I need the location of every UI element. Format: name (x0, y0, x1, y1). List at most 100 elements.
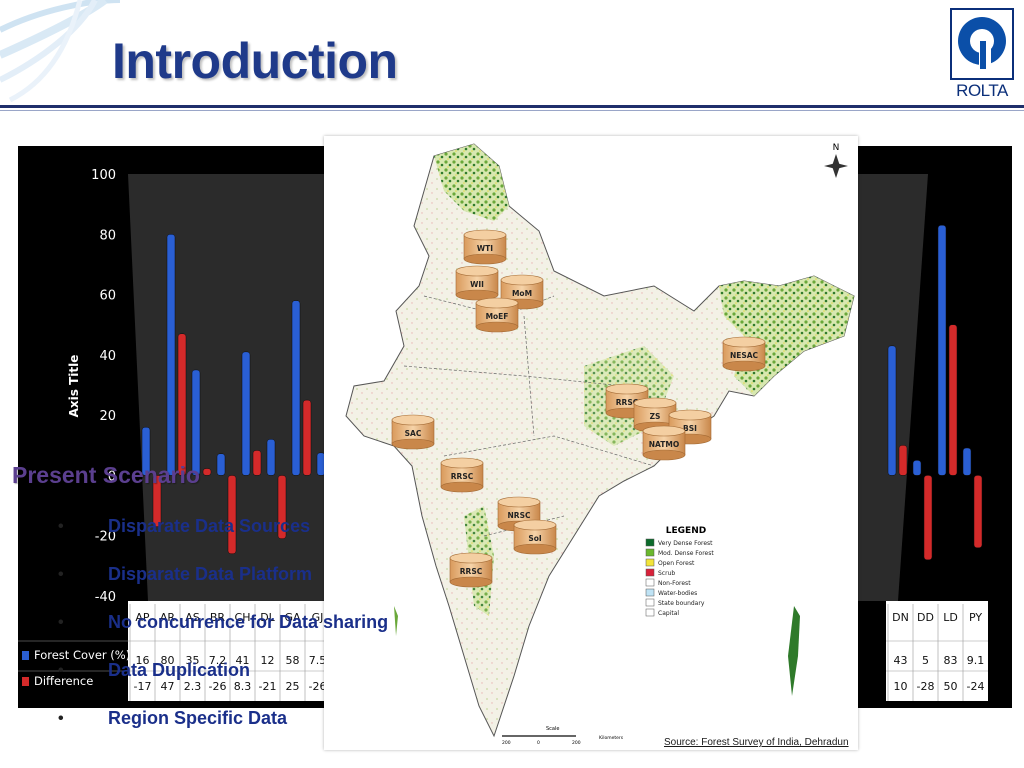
difference-bar (152, 475, 162, 527)
svg-text:Scale: Scale (546, 726, 559, 732)
svg-text:LEGEND: LEGEND (666, 526, 706, 536)
category-label: AP (135, 611, 150, 624)
difference-bar (227, 475, 237, 555)
logo-wordmark: ROLTA (956, 81, 1008, 100)
forest-cover-bar (266, 439, 276, 476)
data-value-label: 58 (286, 654, 300, 667)
y-tick-label: -20 (95, 530, 116, 545)
agency-marker: MoEF (475, 297, 519, 333)
data-value-label: -26 (209, 680, 227, 693)
data-value-label: 5 (922, 654, 929, 667)
agency-label: NESAC (730, 351, 759, 360)
data-value-label: 80 (161, 654, 175, 667)
india-forest-map: N WTI WII MoM MoEF NESAC RRSC ZS BSI NATMO SAC RRS… (324, 136, 858, 750)
category-label: BR (210, 611, 226, 624)
forest-cover-bar (291, 300, 301, 476)
difference-bar (898, 445, 908, 476)
y-tick-label: 60 (99, 289, 116, 304)
agency-label: WII (470, 280, 484, 289)
forest-cover-bar (241, 351, 251, 476)
data-value-label: 47 (161, 680, 175, 693)
agency-marker: SAC (391, 414, 435, 450)
category-label: PY (969, 611, 982, 624)
difference-bar (177, 333, 187, 476)
forest-cover-bar (912, 460, 922, 476)
legend-label: Very Dense Forest (658, 540, 713, 547)
legend-swatch (645, 608, 655, 617)
decorative-swirl-graphic (0, 0, 121, 103)
agency-label: RRSC (616, 398, 639, 407)
data-value-label: 10 (894, 680, 908, 693)
legend-label: Mod. Dense Forest (658, 550, 714, 557)
category-label: DL (260, 611, 275, 624)
title-divider-thin (0, 110, 1024, 111)
data-value-label: -28 (917, 680, 935, 693)
difference-bar (948, 324, 958, 476)
agency-label: SAC (405, 429, 422, 438)
agency-label: RRSC (451, 472, 474, 481)
category-label: CH (235, 611, 251, 624)
agency-marker: RRSC (440, 457, 484, 493)
data-value-label: 25 (286, 680, 300, 693)
legend-swatch (645, 548, 655, 557)
data-table-right (886, 601, 988, 701)
category-label: AS (185, 611, 200, 624)
legend-swatch (645, 558, 655, 567)
agency-marker: NATMO (642, 425, 686, 461)
legend-label: State boundary (658, 600, 705, 607)
map-svg: N WTI WII MoM MoEF NESAC RRSC ZS BSI NATMO SAC RRS… (345, 143, 855, 746)
data-value-label: 16 (136, 654, 150, 667)
data-value-label: 9.1 (967, 654, 985, 667)
data-value-label: 35 (186, 654, 200, 667)
y-tick-label: 0 (108, 469, 116, 484)
svg-text:0: 0 (537, 740, 540, 746)
data-value-label: 7.5 (309, 654, 327, 667)
map-source-note: Source: Forest Survey of India, Dehradun (664, 737, 849, 748)
difference-bar (277, 475, 287, 539)
agency-label: WTI (477, 244, 493, 253)
data-value-label: 41 (236, 654, 250, 667)
data-value-label: 83 (944, 654, 958, 667)
present-scenario-heading: Present Scenario (12, 462, 200, 488)
category-label: AR (160, 611, 176, 624)
north-arrow-icon: N (824, 143, 848, 178)
legend-swatch (22, 651, 29, 660)
legend-swatch (645, 568, 655, 577)
legend-label: Water-bodies (658, 590, 697, 597)
data-value-label: 8.3 (234, 680, 252, 693)
svg-text:200: 200 (572, 740, 581, 746)
forest-cover-bar (166, 234, 176, 476)
agency-marker: SoI (513, 519, 557, 555)
title-divider (0, 105, 1024, 108)
data-table-left (128, 601, 328, 701)
forest-cover-bar (141, 426, 151, 476)
data-value-label: -21 (259, 680, 277, 693)
category-label: GJ (312, 611, 324, 624)
legend-label: Capital (658, 610, 679, 617)
category-label: DN (892, 611, 909, 624)
map-scale: Scale 200 0 200 Kilometers (502, 726, 624, 746)
agency-label: NRSC (508, 511, 531, 520)
series-legend-label: Difference (34, 674, 93, 688)
legend-label: Open Forest (658, 560, 695, 567)
y-tick-label: 40 (99, 349, 116, 364)
legend-swatch (645, 588, 655, 597)
category-label: DD (917, 611, 934, 624)
y-tick-label: 80 (99, 228, 116, 243)
agency-label: BSI (683, 424, 697, 433)
svg-text:200: 200 (502, 740, 511, 746)
agency-marker: RRSC (449, 552, 493, 588)
agency-label: ZS (650, 412, 661, 421)
agency-label: NATMO (649, 440, 679, 449)
data-value-label: -24 (967, 680, 985, 693)
forest-cover-bar (216, 453, 226, 476)
y-tick-label: -40 (95, 590, 116, 605)
forest-cover-bar (887, 345, 897, 476)
agency-label: RRSC (460, 567, 483, 576)
slide-title: Introduction (112, 33, 398, 89)
difference-bar (202, 468, 212, 476)
agency-marker: NESAC (722, 336, 766, 372)
agency-marker: WTI (463, 229, 507, 265)
legend-label: Non-Forest (658, 580, 691, 587)
legend-swatch (645, 578, 655, 587)
